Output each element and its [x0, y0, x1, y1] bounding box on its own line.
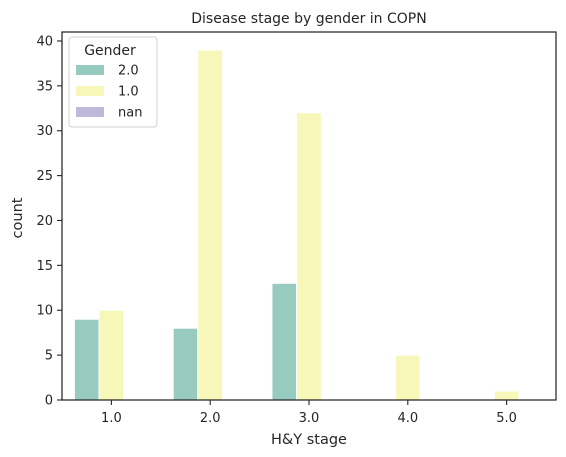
y-tick-label-15: 15	[36, 259, 53, 274]
x-tick-label-5.0: 5.0	[496, 411, 517, 426]
bar-2.0-3.0	[272, 283, 297, 400]
y-tick-label-10: 10	[36, 304, 53, 319]
y-tick-label-20: 20	[36, 214, 53, 229]
legend-swatch-nan	[76, 107, 104, 117]
chart-title: Disease stage by gender in COPN	[191, 11, 426, 27]
bar-1.0-5.0	[494, 391, 519, 400]
bar-1.0-1.0	[99, 310, 124, 400]
bar-2.0-2.0	[173, 328, 198, 400]
y-tick-label-30: 30	[36, 124, 53, 139]
x-tick-label-3.0: 3.0	[299, 411, 320, 426]
legend-label-1.0: 1.0	[118, 85, 139, 100]
y-tick-label-25: 25	[36, 169, 53, 184]
legend: Gender 2.0 1.0 nan	[69, 37, 157, 127]
x-axis-label: H&Y stage	[271, 432, 347, 448]
legend-swatch-1.0	[76, 86, 104, 96]
legend-label-nan: nan	[118, 106, 142, 121]
bar-1.0-2.0	[198, 50, 223, 400]
y-tick-label-40: 40	[36, 34, 53, 49]
x-tick-label-2.0: 2.0	[200, 411, 221, 426]
bar-1.0-4.0	[395, 355, 420, 400]
bar-2.0-1.0	[74, 319, 99, 400]
y-tick-label-5: 5	[45, 349, 53, 364]
x-tick-label-1.0: 1.0	[101, 411, 122, 426]
y-tick-label-0: 0	[45, 394, 53, 409]
bar-1.0-3.0	[297, 113, 322, 400]
x-tick-label-4.0: 4.0	[397, 411, 418, 426]
legend-swatch-2.0	[76, 65, 104, 75]
y-axis-label: count	[10, 197, 26, 238]
legend-title: Gender	[84, 43, 136, 59]
y-tick-label-35: 35	[36, 79, 53, 94]
legend-label-2.0: 2.0	[118, 64, 139, 79]
